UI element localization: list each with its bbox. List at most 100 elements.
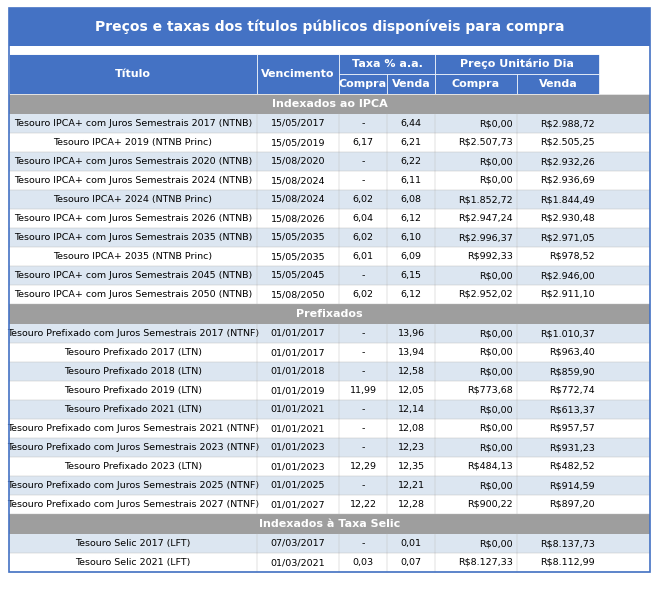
Bar [9, 94, 650, 114]
Text: Tesouro IPCA+ com Juros Semestrais 2035 (NTNB): Tesouro IPCA+ com Juros Semestrais 2035 … [14, 233, 252, 242]
Bar [9, 553, 650, 572]
Bar [9, 266, 650, 285]
Text: 6,04: 6,04 [353, 214, 374, 223]
Text: R$2.946,00: R$2.946,00 [540, 271, 595, 280]
Text: -: - [361, 481, 364, 490]
Text: 01/03/2021: 01/03/2021 [271, 558, 326, 567]
Text: -: - [361, 424, 364, 433]
Text: R$978,52: R$978,52 [550, 252, 595, 261]
Text: Tesouro IPCA+ com Juros Semestrais 2024 (NTNB): Tesouro IPCA+ com Juros Semestrais 2024 … [14, 176, 252, 185]
Text: R$914,59: R$914,59 [550, 481, 595, 490]
Text: 01/01/2023: 01/01/2023 [271, 443, 326, 452]
Text: R$0,00: R$0,00 [479, 176, 513, 185]
Text: 13,96: 13,96 [397, 329, 424, 338]
Bar [9, 54, 257, 94]
Bar [9, 438, 650, 457]
Text: 15/05/2017: 15/05/2017 [271, 119, 326, 128]
Text: 15/08/2050: 15/08/2050 [271, 290, 326, 299]
Text: R$0,00: R$0,00 [479, 367, 513, 376]
Text: Indexados à Taxa Selic: Indexados à Taxa Selic [259, 519, 400, 529]
Text: 6,10: 6,10 [401, 233, 422, 242]
Text: Tesouro IPCA+ 2035 (NTNB Princ): Tesouro IPCA+ 2035 (NTNB Princ) [53, 252, 213, 261]
Text: 6,12: 6,12 [401, 290, 422, 299]
Bar [9, 400, 650, 419]
Text: 12,58: 12,58 [397, 367, 424, 376]
Bar [435, 54, 599, 74]
Text: Preço Unitário Dia: Preço Unitário Dia [460, 59, 574, 69]
Bar [9, 247, 650, 266]
Bar [9, 171, 650, 190]
Text: 15/08/2020: 15/08/2020 [271, 157, 326, 166]
Bar [339, 54, 435, 74]
Bar [435, 74, 517, 94]
Text: 01/01/2017: 01/01/2017 [271, 348, 326, 357]
Text: 0,03: 0,03 [353, 558, 374, 567]
Text: 6,09: 6,09 [401, 252, 422, 261]
Text: 15/08/2024: 15/08/2024 [271, 176, 326, 185]
Text: -: - [361, 119, 364, 128]
Bar [339, 74, 387, 94]
Text: 6,12: 6,12 [401, 214, 422, 223]
Text: 0,07: 0,07 [401, 558, 422, 567]
Text: R$2.996,37: R$2.996,37 [458, 233, 513, 242]
Text: 15/05/2045: 15/05/2045 [271, 271, 326, 280]
Text: 12,29: 12,29 [349, 462, 376, 471]
Bar [9, 457, 650, 476]
Text: R$8.127,33: R$8.127,33 [458, 558, 513, 567]
Text: R$2.947,24: R$2.947,24 [459, 214, 513, 223]
Text: 6,02: 6,02 [353, 233, 374, 242]
Text: Venda: Venda [391, 79, 430, 89]
Bar [9, 8, 650, 46]
Bar [9, 514, 650, 534]
Text: 6,01: 6,01 [353, 252, 374, 261]
Text: R$0,00: R$0,00 [479, 424, 513, 433]
Text: R$2.505,25: R$2.505,25 [540, 138, 595, 147]
Bar [9, 534, 650, 553]
Text: Tesouro Selic 2021 (LFT): Tesouro Selic 2021 (LFT) [75, 558, 190, 567]
Text: 6,11: 6,11 [401, 176, 422, 185]
Text: 0,01: 0,01 [401, 539, 422, 548]
Text: R$0,00: R$0,00 [479, 443, 513, 452]
Bar [9, 114, 650, 133]
Text: R$0,00: R$0,00 [479, 329, 513, 338]
Text: R$2.952,02: R$2.952,02 [459, 290, 513, 299]
Text: R$0,00: R$0,00 [479, 481, 513, 490]
Text: 6,08: 6,08 [401, 195, 422, 204]
Text: R$897,20: R$897,20 [550, 500, 595, 509]
Text: Vencimento: Vencimento [261, 69, 335, 79]
Text: R$963,40: R$963,40 [549, 348, 595, 357]
Bar [9, 495, 650, 514]
Bar [9, 190, 650, 209]
Text: R$0,00: R$0,00 [479, 405, 513, 414]
Text: 01/01/2025: 01/01/2025 [271, 481, 326, 490]
Text: R$484,13: R$484,13 [467, 462, 513, 471]
Text: 6,22: 6,22 [401, 157, 422, 166]
Text: Tesouro Prefixado com Juros Semestrais 2023 (NTNF): Tesouro Prefixado com Juros Semestrais 2… [7, 443, 259, 452]
Text: R$613,37: R$613,37 [549, 405, 595, 414]
Text: R$773,68: R$773,68 [467, 386, 513, 395]
Text: 13,94: 13,94 [397, 348, 424, 357]
Text: -: - [361, 405, 364, 414]
Text: R$2.988,72: R$2.988,72 [540, 119, 595, 128]
Text: Tesouro Prefixado com Juros Semestrais 2025 (NTNF): Tesouro Prefixado com Juros Semestrais 2… [7, 481, 259, 490]
Text: R$2.930,48: R$2.930,48 [540, 214, 595, 223]
Text: -: - [361, 329, 364, 338]
Text: R$1.844,49: R$1.844,49 [540, 195, 595, 204]
Text: 12,08: 12,08 [397, 424, 424, 433]
Text: Título: Título [115, 69, 151, 79]
Text: R$482,52: R$482,52 [550, 462, 595, 471]
Text: R$8.137,73: R$8.137,73 [540, 539, 595, 548]
Text: Tesouro Prefixado com Juros Semestrais 2021 (NTNF): Tesouro Prefixado com Juros Semestrais 2… [7, 424, 259, 433]
Text: Tesouro IPCA+ com Juros Semestrais 2045 (NTNB): Tesouro IPCA+ com Juros Semestrais 2045 … [14, 271, 252, 280]
Text: R$2.507,73: R$2.507,73 [458, 138, 513, 147]
Text: Compra: Compra [452, 79, 500, 89]
Text: Prefixados: Prefixados [296, 309, 363, 319]
Bar [9, 381, 650, 400]
Text: 01/01/2021: 01/01/2021 [271, 424, 326, 433]
Text: R$8.112,99: R$8.112,99 [540, 558, 595, 567]
Text: 6,02: 6,02 [353, 290, 374, 299]
Bar [257, 54, 339, 94]
Text: 01/01/2017: 01/01/2017 [271, 329, 326, 338]
Text: R$859,90: R$859,90 [550, 367, 595, 376]
Text: -: - [361, 367, 364, 376]
